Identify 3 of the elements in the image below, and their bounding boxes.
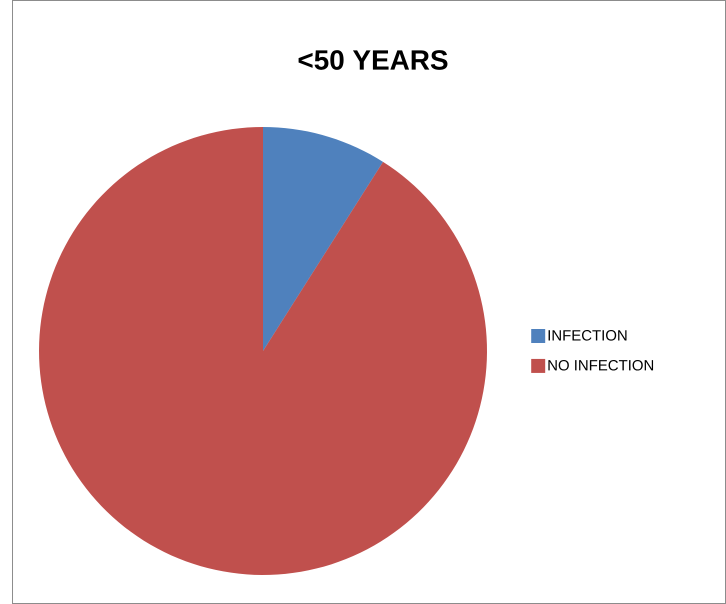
legend-label: INFECTION <box>548 330 626 341</box>
chart-title: <50 YEARS <box>298 50 448 70</box>
legend-label: NO INFECTION <box>548 360 654 371</box>
